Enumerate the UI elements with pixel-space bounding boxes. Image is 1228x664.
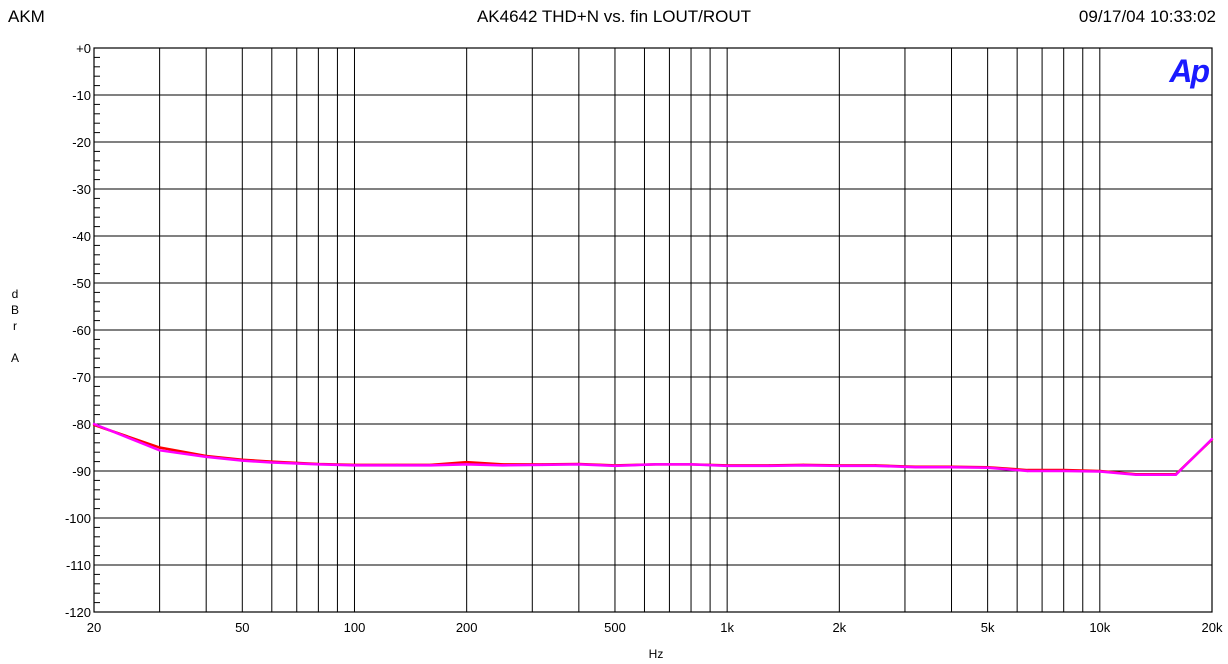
series-1-point	[465, 460, 468, 464]
y-axis-label-char: r	[13, 319, 17, 333]
y-tick-label: -20	[72, 135, 91, 150]
series-2-point	[838, 464, 841, 468]
y-tick-label: -90	[72, 464, 91, 479]
x-tick-label: 20	[87, 620, 101, 635]
series-2-point	[914, 466, 917, 469]
series-2-point	[577, 463, 581, 466]
series-2-point	[874, 464, 877, 468]
series-2-point	[725, 464, 729, 468]
series-2-point	[1210, 437, 1214, 441]
series-2-point	[1098, 470, 1102, 473]
y-tick-label: -40	[72, 229, 91, 244]
timestamp: 09/17/04 10:33:02	[1078, 7, 1216, 26]
y-tick-label: -80	[72, 417, 91, 432]
series-2-point	[541, 463, 544, 467]
series-2-point	[158, 449, 161, 452]
x-tick-label: 50	[235, 620, 249, 635]
series-2-point	[204, 455, 208, 459]
series-line-2	[93, 422, 1213, 477]
y-tick-label: -70	[72, 370, 91, 385]
series-2-point	[613, 464, 617, 468]
y-axis-label-char: d	[11, 287, 19, 301]
y-axis-label-char: A	[10, 351, 19, 365]
series-2-point	[802, 464, 805, 467]
x-tick-label: 2k	[832, 620, 846, 635]
series-2-point	[653, 463, 657, 466]
y-tick-label: -30	[72, 182, 91, 197]
series-2-point	[429, 464, 432, 467]
series-2-point	[353, 464, 356, 467]
x-tick-label: 100	[344, 620, 366, 635]
x-tick-label: 200	[456, 620, 478, 635]
y-tick-label: -100	[65, 511, 91, 526]
plot-frame	[93, 47, 1213, 613]
series-2-point	[317, 463, 320, 466]
series-2-point	[1026, 469, 1029, 473]
x-tick-label: 20k	[1202, 620, 1223, 635]
header-left-label: AKM	[8, 7, 45, 26]
x-tick-label: 1k	[720, 620, 734, 635]
y-tick-label: -10	[72, 88, 91, 103]
series-2-point	[689, 463, 693, 466]
series-2-point	[241, 459, 244, 462]
y-tick-label: +0	[76, 41, 91, 56]
x-tick-label: 10k	[1089, 620, 1110, 635]
series-2-point	[501, 464, 504, 467]
series-2-point	[465, 463, 468, 466]
series-2-point	[270, 461, 274, 464]
y-tick-label: -60	[72, 323, 91, 338]
ap-logo: Ap	[1168, 53, 1209, 89]
series-2-point	[986, 466, 989, 469]
y-tick-label: -50	[72, 276, 91, 291]
x-tick-label: 500	[604, 620, 626, 635]
series-2-point	[950, 466, 953, 469]
series-1-point	[158, 446, 161, 449]
series-2-point	[92, 422, 96, 426]
chart-title: AK4642 THD+N vs. fin LOUT/ROUT	[476, 7, 752, 26]
x-axis-title: Hz	[649, 647, 664, 661]
series-line-1	[93, 423, 1213, 476]
series-2-point	[395, 464, 399, 467]
y-axis-label-char: B	[10, 303, 19, 317]
y-tick-label: -110	[66, 558, 91, 573]
y-tick-label: -120	[65, 605, 91, 620]
series-2-point	[1062, 469, 1065, 473]
x-tick-label: 5k	[981, 620, 995, 635]
series-2-point	[768, 464, 771, 468]
series-2-point	[1174, 473, 1178, 476]
series-2-point	[1134, 473, 1138, 476]
